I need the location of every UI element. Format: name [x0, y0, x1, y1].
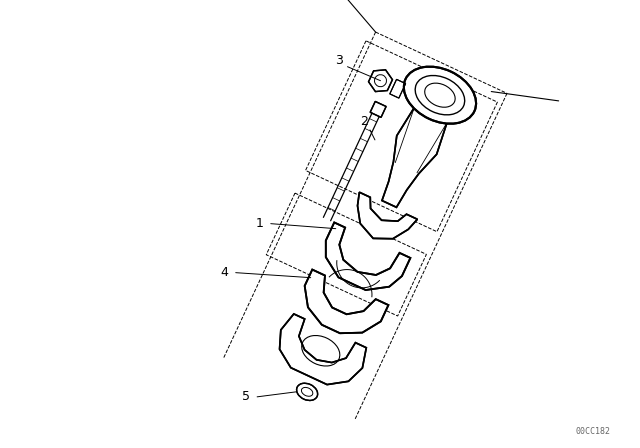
Polygon shape — [326, 223, 410, 290]
Text: 5: 5 — [242, 390, 250, 403]
Polygon shape — [305, 270, 388, 333]
Text: 3: 3 — [335, 54, 344, 67]
Polygon shape — [280, 314, 366, 384]
Ellipse shape — [404, 67, 476, 124]
Polygon shape — [382, 108, 447, 207]
Polygon shape — [358, 192, 417, 239]
Text: 1: 1 — [256, 217, 264, 230]
Polygon shape — [370, 101, 386, 117]
Text: 00CC182: 00CC182 — [575, 427, 610, 436]
Polygon shape — [390, 79, 406, 98]
Polygon shape — [369, 70, 392, 91]
Ellipse shape — [296, 383, 317, 401]
Text: 4: 4 — [221, 266, 228, 279]
Text: 2: 2 — [360, 116, 368, 129]
